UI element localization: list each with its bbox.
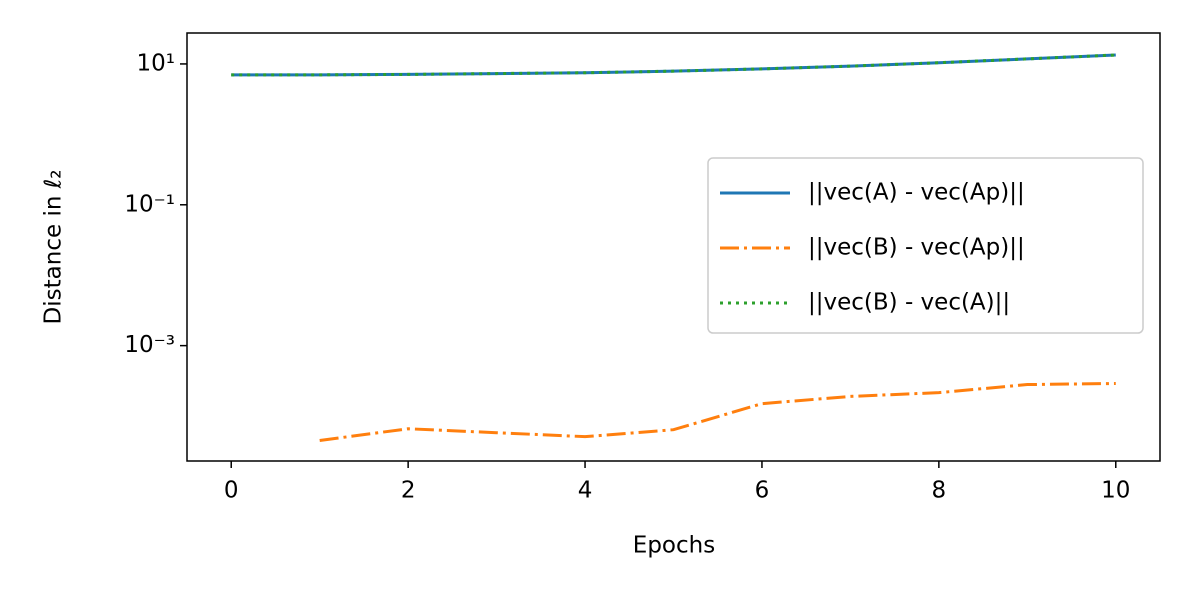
- x-tick-label: 4: [578, 478, 593, 504]
- y-axis-label: Distance in ℓ₂: [41, 170, 67, 325]
- x-axis-label: Epochs: [633, 533, 715, 559]
- legend-box: [707, 157, 1144, 334]
- legend-label: ||vec(B) - vec(A)||: [808, 290, 1010, 316]
- y-tick-label: 10⁻³: [124, 332, 175, 358]
- y-tick-label: 10⁻¹: [124, 191, 175, 217]
- plot-frame: [186, 32, 1161, 462]
- y-tick-label: 10¹: [137, 50, 176, 76]
- series-line: [319, 381, 1116, 442]
- legend-label: ||vec(B) - vec(Ap)||: [808, 235, 1025, 261]
- x-tick-label: 6: [755, 478, 770, 504]
- x-tick-label: 10: [1101, 478, 1130, 504]
- x-tick-label: 2: [401, 478, 416, 504]
- legend-label: ||vec(A) - vec(Ap)||: [808, 180, 1025, 206]
- series-line: [231, 53, 1116, 77]
- x-tick-label: 0: [224, 478, 239, 504]
- x-tick-label: 8: [932, 478, 947, 504]
